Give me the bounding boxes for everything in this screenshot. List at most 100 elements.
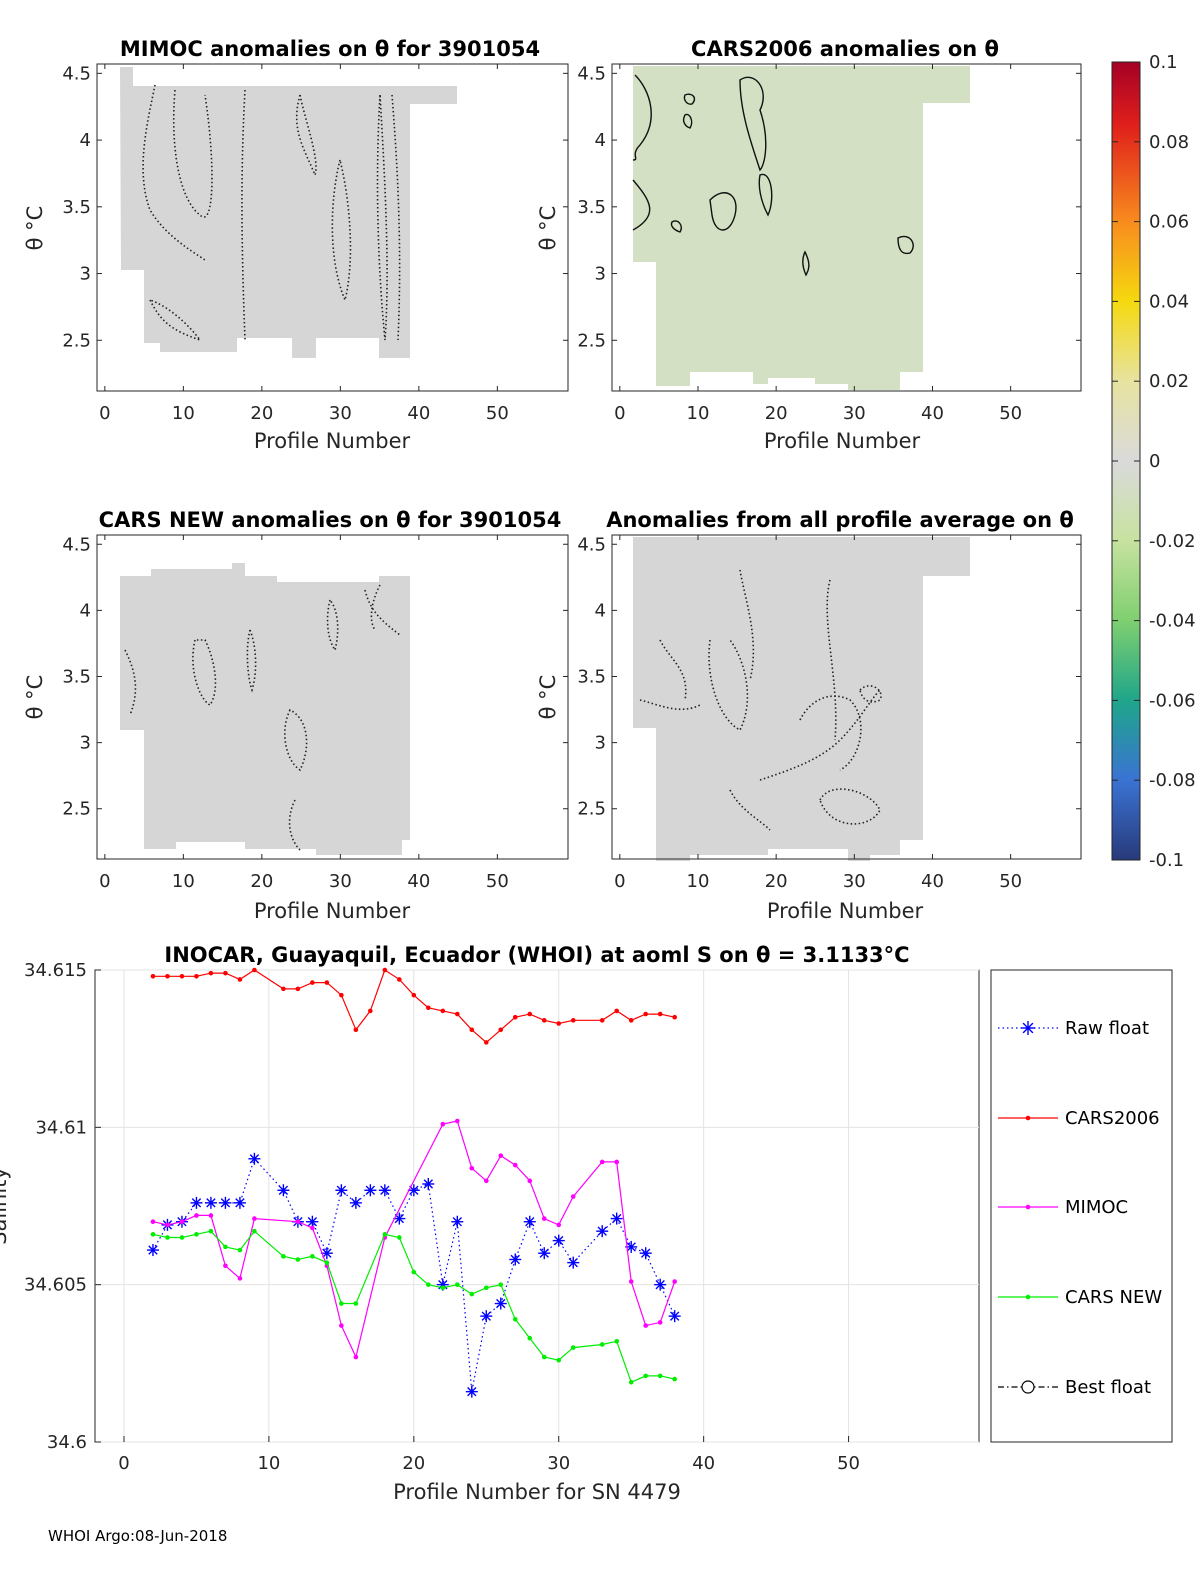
y-tick-label: 4.5: [62, 534, 91, 555]
data-point: [179, 1219, 185, 1225]
data-point-star: [277, 1184, 290, 1197]
x-tick-label: 50: [486, 871, 509, 892]
data-point: [454, 1118, 460, 1124]
x-tick-label: 50: [837, 1453, 860, 1474]
panel-carsnew-xlabel: Profile Number: [254, 899, 411, 923]
data-point: [643, 1373, 648, 1379]
data-point-star: [422, 1177, 435, 1190]
data-point: [512, 1014, 518, 1020]
y-tick-label: 3.5: [577, 197, 606, 218]
x-tick-label: 40: [407, 871, 430, 892]
colorbar-tick-label: 0.1: [1149, 52, 1178, 73]
data-point: [397, 1235, 402, 1240]
data-point: [469, 1291, 475, 1297]
legend-box: [990, 969, 1173, 1443]
y-tick-label: 3: [595, 733, 606, 754]
data-point-star: [451, 1215, 464, 1228]
x-tick-label: 40: [921, 871, 944, 892]
data-point: [483, 1178, 489, 1184]
data-point: [527, 1335, 533, 1341]
salinity-chart-ylabel: Salinity: [0, 1167, 11, 1245]
data-point: [237, 977, 243, 982]
panel-mimoc-ticks: 0 10 20 30 40 50 2.5 3 3.5 4 4.5: [62, 63, 568, 424]
colorbar-tick-label: 0.06: [1149, 212, 1189, 233]
data-point-star: [610, 1212, 623, 1225]
data-point: [281, 986, 286, 992]
x-tick-label: 40: [692, 1453, 715, 1474]
salinity-chart-legend: Raw float CARS2006 MIMOC CARS NEW Best float: [990, 969, 1173, 1443]
data-point: [223, 1263, 228, 1269]
panel-mimoc-anomaly-field: [120, 67, 457, 358]
data-point: [339, 1323, 344, 1328]
data-point: [527, 1178, 533, 1184]
x-tick-label: 30: [329, 871, 352, 892]
panel-mimoc: MIMOC anomalies on θ for 3901054 0 10 20 30…: [23, 37, 569, 453]
legend-label: MIMOC: [1065, 1197, 1128, 1218]
panel-allprofile: Anomalies from all profile average on θ …: [536, 508, 1082, 923]
salinity-chart-grid: [95, 969, 979, 1443]
data-point: [657, 1373, 663, 1379]
x-tick-label: 30: [547, 1453, 570, 1474]
data-point: [194, 1232, 199, 1237]
colorbar-ticks: 0.1 0.08 0.06 0.04 0.02 0 -0.02 -0.04 -0.06 -0.08…: [1112, 52, 1196, 871]
data-point: [643, 1011, 648, 1017]
salinity-chart: INOCAR, Guayaquil, Ecuador (WHOI) at aom…: [0, 943, 1173, 1504]
x-tick-label: 0: [614, 871, 625, 892]
data-point: [556, 1357, 562, 1363]
colorbar-tick-label: 0.02: [1149, 371, 1189, 392]
panel-allprofile-ylabel: θ °C: [536, 675, 560, 720]
data-point-star: [146, 1244, 159, 1257]
panel-allprofile-xlabel: Profile Number: [767, 899, 924, 923]
data-point: [643, 1323, 648, 1328]
panel-cars2006-contours: [632, 74, 914, 277]
data-point: [599, 1159, 605, 1165]
data-point-star: [378, 1184, 391, 1197]
data-point: [498, 1027, 504, 1033]
panel-carsnew-ticks: 0 10 20 30 40 50 2.5 3 3.5 4 4.5: [62, 534, 568, 892]
legend-item-cars-new: CARS NEW: [998, 1287, 1162, 1308]
data-point-star: [625, 1240, 638, 1253]
salinity-chart-ticks: 0 10 20 30 40 50 34.6 34.605 34.61 34.615: [24, 960, 860, 1474]
data-point-star: [494, 1297, 507, 1310]
data-point: [498, 1282, 504, 1287]
data-point: [599, 1342, 605, 1347]
x-tick-label: 20: [402, 1453, 425, 1474]
y-tick-label: 4.5: [577, 534, 606, 555]
data-point: [295, 1257, 301, 1262]
panel-cars2006-axes: [611, 63, 1082, 392]
x-tick-label: 50: [486, 403, 509, 424]
panel-carsnew-ylabel: θ °C: [23, 675, 47, 720]
salinity-chart-series: [146, 967, 681, 1398]
y-tick-label: 3.5: [577, 667, 606, 688]
data-point: [179, 973, 185, 979]
legend-marker-star: [1021, 1021, 1035, 1035]
data-point: [165, 1235, 170, 1240]
colorbar-tick-label: 0: [1149, 451, 1160, 472]
data-point: [454, 1282, 460, 1287]
legend-item-raw-float: Raw float: [998, 1018, 1149, 1039]
legend-marker-dot: [1025, 1204, 1031, 1210]
data-point: [310, 1254, 315, 1259]
x-tick-label: 10: [172, 403, 195, 424]
x-tick-label: 30: [843, 403, 866, 424]
data-point: [281, 1254, 286, 1259]
series-mimoc: [150, 1118, 677, 1360]
data-point: [165, 973, 170, 979]
data-point-star: [509, 1253, 522, 1266]
data-point: [426, 1005, 431, 1011]
y-tick-label: 4.5: [577, 63, 606, 84]
data-point: [672, 1376, 677, 1382]
data-point: [237, 1276, 243, 1281]
data-point: [150, 973, 156, 979]
legend-item-cars2006: CARS2006: [998, 1108, 1160, 1129]
data-point: [208, 1228, 214, 1234]
x-tick-label: 40: [921, 403, 944, 424]
data-point: [614, 1008, 620, 1014]
y-tick-label: 3: [595, 264, 606, 285]
data-point: [208, 1213, 214, 1218]
data-point-star: [190, 1196, 203, 1209]
data-point: [440, 1285, 446, 1291]
data-point: [469, 1165, 475, 1171]
data-point: [541, 1216, 547, 1221]
footer-stamp: WHOI Argo:08-Jun-2018: [48, 1527, 227, 1545]
